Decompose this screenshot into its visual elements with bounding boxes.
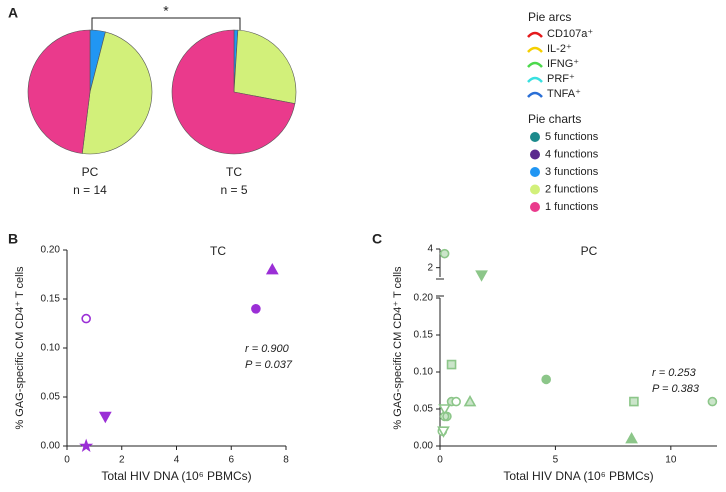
legend-title: Pie arcs	[528, 10, 571, 24]
y-tick-label: 4	[427, 244, 433, 255]
legend-label: TNFA⁺	[547, 88, 581, 100]
x-tick-label: 5	[553, 455, 559, 466]
x-tick-label: 10	[665, 455, 677, 466]
x-tick-label: 0	[437, 455, 443, 466]
stat-annotation: P = 0.383	[652, 383, 700, 395]
data-point	[98, 411, 112, 424]
legend-swatch	[530, 202, 540, 212]
pie-count: n = 5	[220, 183, 247, 197]
data-point	[475, 270, 488, 282]
legend-label: IL-2⁺	[547, 43, 572, 55]
pie-slice	[233, 29, 297, 104]
panel-label: A	[8, 5, 18, 21]
stat-annotation: P = 0.037	[245, 359, 293, 371]
chart-title: PC	[581, 244, 598, 258]
legend-arc	[527, 46, 543, 53]
data-point	[541, 374, 551, 385]
pie-count: n = 14	[73, 183, 107, 197]
data-point	[463, 394, 477, 407]
data-point	[625, 431, 638, 444]
legend-label: PRF⁺	[547, 73, 575, 85]
data-point	[451, 396, 461, 407]
bracket	[91, 17, 241, 30]
y-tick-label: 0.00	[414, 441, 434, 452]
significance: *	[163, 3, 169, 19]
data-point	[79, 438, 94, 453]
data-point	[437, 426, 450, 438]
pie-label: TC	[226, 165, 242, 179]
x-tick-label: 4	[174, 455, 180, 466]
legend-label: 3 functions	[545, 166, 599, 178]
data-point	[446, 359, 457, 370]
x-tick-label: 6	[228, 455, 234, 466]
data-point	[251, 303, 261, 314]
legend-swatch	[530, 149, 540, 160]
y-tick-label: 0.20	[41, 245, 61, 256]
legend-arc	[527, 91, 543, 98]
data-point	[442, 411, 452, 422]
x-tick-label: 0	[64, 455, 70, 466]
legend-swatch	[530, 184, 540, 195]
y-axis-label: % GAG-specific CM CD4⁺ T cells	[14, 266, 26, 430]
data-point	[707, 396, 718, 407]
y-tick-label: 0.20	[414, 293, 434, 304]
y-tick-label: 0.10	[414, 367, 434, 378]
legend-label: 1 functions	[545, 201, 599, 213]
pie-label: PC	[82, 165, 99, 179]
pie-slice	[81, 31, 153, 155]
pie-slice	[27, 29, 91, 154]
data-point	[439, 248, 450, 259]
data-point	[265, 262, 279, 275]
x-axis-label: Total HIV DNA (10⁶ PBMCs)	[101, 469, 251, 483]
legend-arc	[527, 31, 543, 38]
chart-title: TC	[210, 244, 226, 258]
data-point	[438, 404, 451, 416]
y-axis-label: % GAG-specific CM CD4⁺ T cells	[392, 266, 404, 430]
y-tick-label: 0.00	[41, 441, 61, 452]
axis-break	[436, 278, 444, 297]
data-point	[81, 313, 91, 324]
y-tick-label: 0.05	[41, 392, 61, 403]
legend-swatch	[530, 167, 540, 177]
panel-label: B	[8, 231, 18, 247]
y-tick-label: 2	[427, 262, 433, 273]
legend-label: 2 functions	[545, 183, 599, 195]
stat-annotation: r = 0.253	[652, 367, 697, 379]
stat-annotation: r = 0.900	[245, 343, 290, 355]
y-tick-label: 0.15	[414, 330, 434, 341]
y-tick-label: 0.10	[41, 343, 61, 354]
legend-swatch	[530, 132, 540, 142]
panel-label: C	[372, 231, 382, 247]
y-tick-label: 0.15	[41, 294, 61, 305]
legend-arc	[527, 76, 543, 83]
x-tick-label: 8	[283, 455, 289, 466]
y-tick-label: 0.05	[414, 404, 434, 415]
legend-label: IFNG⁺	[547, 58, 579, 70]
legend-label: CD107a⁺	[547, 28, 593, 40]
data-point	[629, 396, 639, 407]
legend-arc	[527, 61, 543, 68]
x-axis-label: Total HIV DNA (10⁶ PBMCs)	[503, 469, 653, 483]
pie-slice	[171, 29, 296, 155]
x-tick-label: 2	[119, 455, 125, 466]
legend-label: 4 functions	[545, 148, 599, 160]
legend-title: Pie charts	[528, 112, 581, 126]
legend-label: 5 functions	[545, 131, 599, 143]
